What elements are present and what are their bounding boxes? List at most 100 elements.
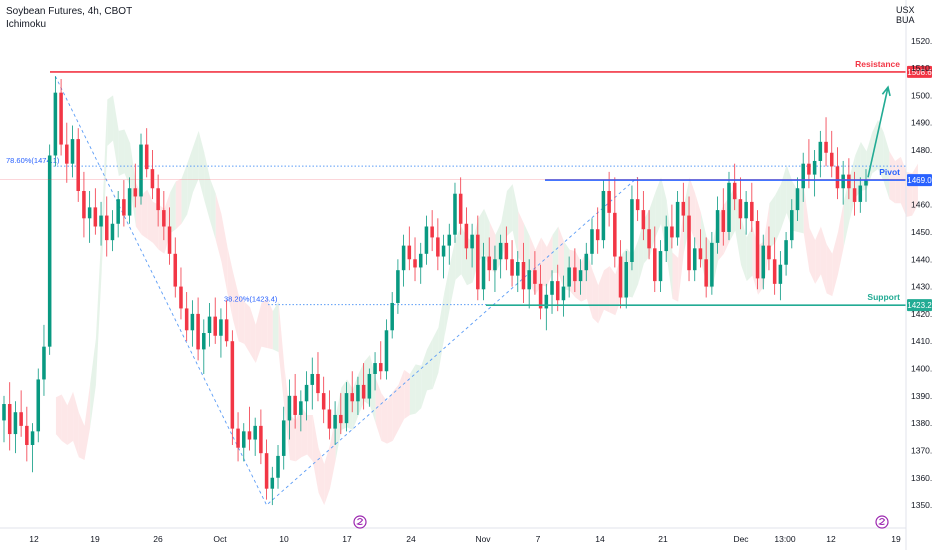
time-tick-label: 21 [658, 534, 668, 544]
projection-arrow [867, 85, 891, 178]
candle-body [281, 420, 286, 456]
candle-body [818, 141, 823, 161]
candle [778, 251, 783, 301]
candle-body [790, 210, 794, 241]
cloud-segment [809, 227, 816, 284]
horizontal-levels: Resistance 1508.6 Pivot 1469.0 Support 1423.2 [0, 59, 932, 312]
candle [493, 245, 497, 293]
price-tick-label: 1460.0 [911, 200, 932, 210]
event-markers [353, 515, 889, 529]
candle-body [253, 425, 257, 440]
cloud-segment [95, 227, 102, 385]
candle [236, 412, 240, 462]
cloud-segment [683, 177, 690, 253]
currency-label[interactable]: USX BUA [896, 5, 918, 25]
candle [418, 242, 423, 284]
candle [293, 373, 297, 429]
candle-body [25, 425, 29, 445]
price-axis[interactable]: 1520.0 1510.0 1500.0 1490.0 1480.0 1460.0 1450… [905, 0, 932, 550]
candle [607, 171, 611, 227]
cloud-segment [318, 447, 325, 506]
candle-body [293, 395, 297, 415]
time-tick-label: 19 [90, 534, 100, 544]
level-price-support: 1423.2 [907, 301, 932, 310]
candle-body [681, 201, 686, 216]
candle [299, 390, 303, 432]
candle [584, 242, 589, 282]
price-tick-label: 1370.0 [911, 445, 932, 455]
candle-body [653, 248, 657, 282]
candle-body [755, 221, 760, 279]
cloud-segment [67, 391, 74, 445]
candle-body [784, 240, 788, 265]
candle-body [641, 210, 646, 230]
cloud-segment [73, 391, 79, 458]
candle-body [441, 245, 446, 257]
candle [641, 190, 646, 241]
candle [36, 368, 41, 443]
cloud-segment [740, 216, 747, 282]
candle [87, 190, 92, 243]
candle [658, 240, 663, 293]
cloud-segment [329, 416, 336, 489]
candle-body [510, 259, 514, 276]
cloud-segment [449, 238, 456, 309]
candle-body [179, 286, 183, 309]
candle-body [778, 264, 783, 284]
candle [704, 237, 708, 298]
candle-body [190, 313, 195, 331]
cloud-segment [484, 208, 490, 269]
candle [184, 292, 189, 342]
candle-body [698, 248, 703, 260]
level-price-tag-support [907, 299, 932, 312]
cloud-segment [398, 369, 405, 430]
candle [829, 130, 834, 178]
cloud-segment [832, 231, 839, 297]
candle [498, 234, 503, 279]
candle [413, 237, 417, 282]
ichimoku-cloud [55, 95, 918, 506]
event-marker-glyph [356, 518, 364, 525]
candle-body [53, 92, 58, 156]
price-tick-label: 1410.0 [911, 336, 932, 346]
candle [550, 270, 554, 314]
price-tick-label: 1390.0 [911, 391, 932, 401]
time-tick-label: 19 [891, 534, 901, 544]
candle-body [664, 226, 668, 252]
candle [407, 226, 412, 271]
candle [213, 297, 217, 344]
candle [487, 237, 492, 282]
cloud-segment [695, 193, 702, 261]
price-tick-label: 1520.0 [911, 36, 932, 46]
candle [527, 259, 531, 309]
candle [259, 409, 263, 465]
candle [847, 158, 851, 200]
cloud-segment [535, 237, 542, 295]
candle [790, 199, 794, 249]
candle [750, 182, 754, 232]
candle [864, 169, 868, 202]
candle [104, 196, 109, 257]
candle-body [42, 346, 46, 380]
fibonacci-drawing: 78.60%(1474.1) 38.20%(1423.4) [6, 76, 906, 506]
cloud-segment [900, 156, 907, 217]
time-axis[interactable]: 12 19 26 Oct 10 17 24 Nov 7 14 21 Dec 13:00 12 19 [0, 527, 906, 544]
candle-body [658, 251, 663, 282]
candle-body [59, 92, 63, 145]
candle-body [87, 207, 92, 219]
indicator-name[interactable]: Ichimoku [6, 19, 47, 30]
candle [481, 242, 486, 301]
candle-body [76, 139, 80, 191]
time-tick-label: 17 [342, 534, 352, 544]
level-price-tag-resistance [907, 65, 932, 78]
candle-body [595, 229, 600, 241]
candle [573, 248, 577, 293]
cloud-segment [187, 147, 193, 215]
candle [230, 330, 235, 445]
cloud-segment [466, 237, 473, 286]
candle [390, 292, 394, 339]
candle [504, 226, 509, 271]
candle [447, 223, 452, 265]
candle-body [464, 223, 469, 249]
